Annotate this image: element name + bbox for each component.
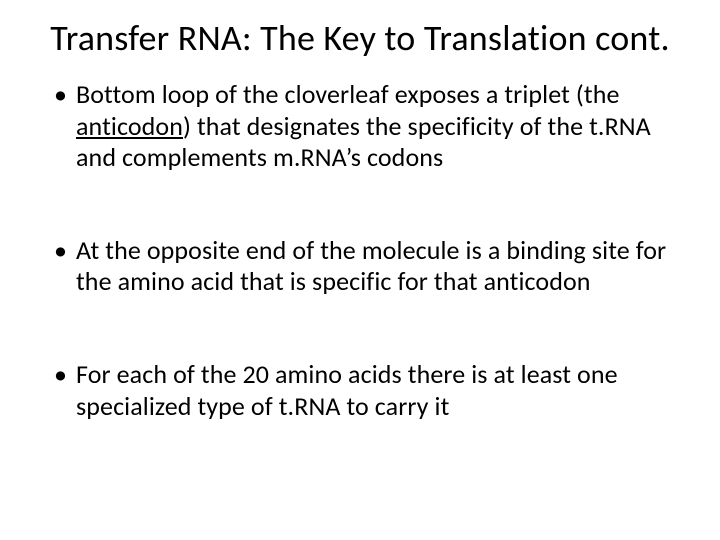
bullet-text-pre: At the opposite end of the molecule is a… bbox=[76, 234, 666, 297]
bullet-text-pre: For each of the 20 amino acids there is … bbox=[76, 358, 618, 421]
bullet-text-underlined: anticodon bbox=[76, 110, 183, 142]
slide: Transfer RNA: The Key to Translation con… bbox=[0, 0, 720, 540]
bullet-text-pre: Bottom loop of the cloverleaf exposes a … bbox=[76, 78, 620, 110]
list-item: At the opposite end of the molecule is a… bbox=[54, 235, 686, 297]
list-item: Bottom loop of the cloverleaf exposes a … bbox=[54, 79, 686, 173]
bullet-list: Bottom loop of the cloverleaf exposes a … bbox=[34, 79, 686, 421]
slide-title: Transfer RNA: The Key to Translation con… bbox=[34, 18, 686, 59]
list-item: For each of the 20 amino acids there is … bbox=[54, 359, 686, 421]
